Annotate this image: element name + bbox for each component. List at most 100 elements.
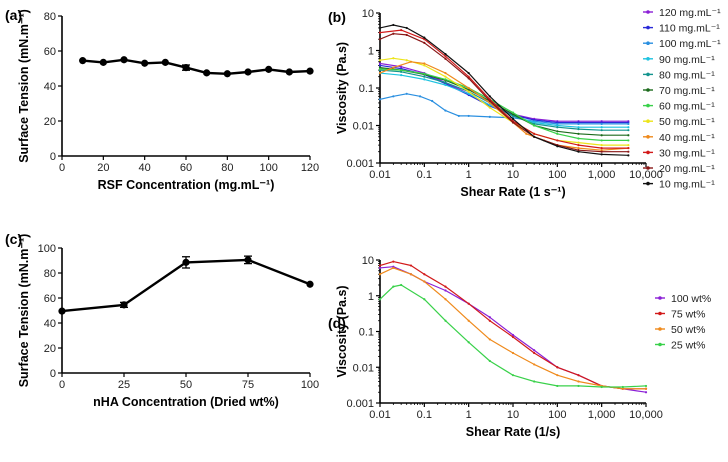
data-point bbox=[444, 298, 447, 301]
data-point bbox=[378, 264, 382, 267]
legend-label: 40 mg.mL⁻¹ bbox=[659, 132, 715, 144]
y-tick-label: 20 bbox=[44, 343, 56, 355]
data-point bbox=[577, 384, 580, 388]
data-point bbox=[423, 78, 426, 81]
x-tick-label: 0.1 bbox=[417, 409, 432, 421]
data-point bbox=[467, 92, 470, 95]
data-point bbox=[511, 111, 515, 114]
series-line bbox=[379, 68, 629, 141]
legend-marker bbox=[658, 342, 662, 347]
data-point bbox=[488, 319, 491, 322]
series-1 bbox=[378, 260, 648, 390]
legend-label: 50 wt% bbox=[671, 324, 705, 336]
series-line bbox=[379, 72, 629, 128]
data-point bbox=[423, 36, 426, 39]
data-point bbox=[627, 122, 630, 126]
y-tick-label: 1 bbox=[368, 46, 374, 58]
data-point bbox=[511, 121, 515, 124]
x-tick-label: 0.01 bbox=[369, 169, 390, 181]
data-point bbox=[423, 72, 426, 75]
x-tick-label: 1,000 bbox=[588, 409, 616, 421]
legend-label: 50 mg.mL⁻¹ bbox=[659, 116, 715, 128]
data-point bbox=[600, 153, 603, 156]
data-point bbox=[392, 66, 395, 69]
x-tick-label: 0.01 bbox=[369, 409, 390, 421]
y-tick-label: 10 bbox=[362, 8, 374, 20]
data-point bbox=[577, 144, 580, 147]
x-tick-label: 60 bbox=[180, 162, 192, 174]
data-point bbox=[525, 132, 528, 135]
data-point bbox=[488, 101, 491, 105]
series-9 bbox=[378, 28, 630, 150]
data-point bbox=[600, 126, 603, 129]
x-axis-label: RSF Concentration (mg.mL⁻¹) bbox=[98, 178, 275, 192]
y-tick-label: 0.1 bbox=[359, 327, 374, 339]
data-point bbox=[444, 53, 447, 56]
data-point bbox=[423, 62, 426, 65]
data-point bbox=[120, 56, 128, 64]
legend: 120 mg.mL⁻¹ 110 mg.mL⁻¹ 100 mg.mL⁻¹ 90 mg.m… bbox=[643, 7, 721, 191]
data-point bbox=[627, 146, 630, 150]
x-tick-label: 20 bbox=[97, 162, 109, 174]
legend-label: 100 wt% bbox=[671, 293, 711, 305]
panel-label: (a) bbox=[5, 7, 22, 23]
legend-marker bbox=[646, 150, 650, 155]
data-point bbox=[644, 387, 648, 390]
data-point bbox=[79, 57, 87, 65]
series-3 bbox=[378, 283, 648, 389]
x-tick-label: 10 bbox=[507, 169, 519, 181]
series-line bbox=[379, 29, 629, 149]
data-point bbox=[423, 75, 426, 78]
data-point bbox=[556, 132, 559, 135]
data-point bbox=[600, 139, 603, 142]
legend-marker bbox=[646, 57, 650, 61]
data-point bbox=[223, 70, 231, 78]
data-point bbox=[511, 117, 515, 120]
data-point bbox=[444, 75, 447, 78]
data-point bbox=[306, 280, 314, 288]
legend-marker bbox=[646, 103, 650, 108]
legend-marker bbox=[658, 327, 662, 331]
data-point bbox=[488, 103, 491, 107]
data-point bbox=[556, 384, 559, 388]
data-point bbox=[621, 387, 624, 390]
series-3 bbox=[378, 71, 630, 129]
legend-label: 100 mg.mL⁻¹ bbox=[659, 38, 721, 50]
legend-label: 70 mg.mL⁻¹ bbox=[659, 85, 715, 97]
data-point bbox=[556, 130, 559, 133]
data-point bbox=[644, 391, 648, 394]
data-point bbox=[423, 41, 426, 44]
legend-marker bbox=[646, 135, 650, 139]
data-point bbox=[306, 67, 314, 75]
x-tick-label: 1 bbox=[466, 169, 472, 181]
data-point bbox=[556, 139, 559, 142]
chart-panel-d: (d)0.01 0.1 1 10 100 1,000 10,0000.0010.010.11… bbox=[328, 255, 711, 439]
data-point bbox=[577, 149, 580, 152]
data-point bbox=[400, 70, 403, 73]
data-point bbox=[423, 298, 426, 301]
data-point bbox=[392, 95, 395, 98]
data-point bbox=[405, 59, 408, 62]
data-point bbox=[533, 351, 536, 355]
data-point bbox=[400, 74, 403, 77]
data-point bbox=[600, 134, 603, 137]
y-tick-label: 20 bbox=[44, 116, 56, 128]
data-point bbox=[182, 64, 190, 72]
data-point bbox=[244, 68, 252, 76]
data-point bbox=[444, 55, 447, 58]
data-point bbox=[203, 69, 211, 77]
data-point bbox=[423, 273, 426, 276]
x-tick-label: 100 bbox=[301, 379, 319, 391]
data-point bbox=[556, 126, 559, 129]
legend-marker bbox=[646, 10, 650, 14]
data-point bbox=[556, 145, 559, 148]
series-5 bbox=[378, 66, 630, 137]
data-point bbox=[392, 23, 395, 27]
data-point bbox=[577, 128, 580, 131]
y-axis-label: Surface Tension (mN.m⁻¹) bbox=[17, 9, 31, 163]
data-point bbox=[244, 256, 252, 264]
data-point bbox=[161, 58, 169, 66]
y-tick-label: 80 bbox=[44, 11, 56, 23]
data-point bbox=[378, 38, 382, 41]
data-point bbox=[577, 146, 580, 150]
